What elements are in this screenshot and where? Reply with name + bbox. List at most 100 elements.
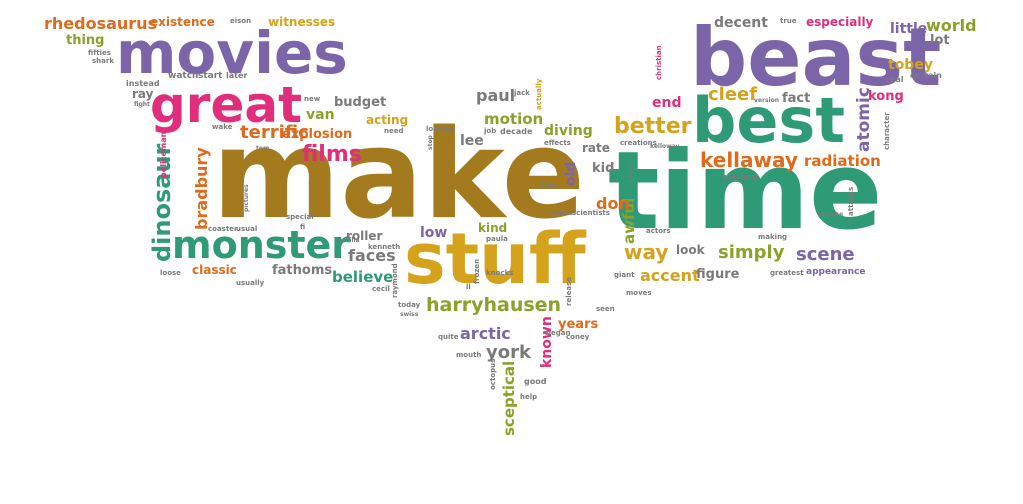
word: new xyxy=(304,95,321,103)
word: roller xyxy=(346,229,383,243)
word: knocks xyxy=(486,269,514,277)
word: bradbury xyxy=(192,147,211,230)
word: rate xyxy=(582,141,610,155)
word: fact xyxy=(782,91,811,106)
word: arctic xyxy=(460,324,511,343)
word: witnesses xyxy=(268,15,336,29)
word: instead xyxy=(126,79,160,88)
word: simply xyxy=(718,242,785,263)
word: king xyxy=(540,181,558,189)
word: attacks xyxy=(847,186,855,216)
word: kellaway xyxy=(700,148,798,172)
word: fifties xyxy=(88,49,111,57)
word: raymond xyxy=(391,263,399,298)
word: eison xyxy=(230,17,252,25)
word: release xyxy=(565,277,573,306)
word: paula xyxy=(486,235,508,243)
word: looking xyxy=(426,125,456,133)
word: world xyxy=(926,16,977,35)
word: faces xyxy=(348,246,396,265)
word: diving xyxy=(544,123,593,139)
word: pictures xyxy=(243,184,250,212)
word: years xyxy=(558,317,599,332)
word: decent xyxy=(714,15,768,31)
word: ray xyxy=(132,87,154,101)
word: thing xyxy=(66,33,105,48)
word: swiss xyxy=(400,311,419,318)
word: existence xyxy=(150,15,215,29)
word: job xyxy=(484,127,497,135)
word: kong xyxy=(868,89,904,104)
word: sceptical xyxy=(500,360,518,436)
word: need xyxy=(384,127,404,135)
word: jack xyxy=(514,89,530,97)
word: believe xyxy=(332,268,394,286)
word: cecil xyxy=(372,285,390,293)
word: appearance xyxy=(806,267,866,277)
word: frozen xyxy=(473,258,481,284)
word: creations xyxy=(620,139,657,147)
word: actually xyxy=(535,78,543,110)
word: known xyxy=(539,316,555,368)
word: beast xyxy=(690,11,942,104)
word: acting xyxy=(366,113,409,127)
word: make xyxy=(212,104,586,247)
word: low xyxy=(420,225,448,241)
word: coney xyxy=(566,333,590,341)
word: decade xyxy=(500,127,533,136)
word: little xyxy=(890,21,928,37)
word: policeman xyxy=(159,131,168,178)
word: real xyxy=(886,75,904,84)
word: usually xyxy=(236,279,265,287)
word: octopus xyxy=(489,358,497,390)
word: rhedosaurus xyxy=(44,14,158,33)
word: character xyxy=(883,112,891,150)
word: loose xyxy=(160,269,181,277)
word: terrific xyxy=(240,122,309,143)
word: harryhausen xyxy=(426,294,562,316)
word: great xyxy=(150,76,303,134)
word: motion xyxy=(484,110,544,128)
word: christian xyxy=(655,45,663,80)
word: classic xyxy=(192,263,237,277)
word: later xyxy=(226,71,248,80)
word: time xyxy=(608,129,883,254)
word: stuff xyxy=(404,218,586,300)
word: van xyxy=(306,107,335,123)
word: end xyxy=(652,95,682,111)
word: paul xyxy=(476,86,516,105)
word: films xyxy=(302,142,362,167)
word: science xyxy=(818,211,844,218)
word: radiation xyxy=(804,152,881,170)
word: best xyxy=(692,84,845,157)
word: watching xyxy=(722,173,759,181)
word: kelloway xyxy=(650,143,680,150)
word: cleef xyxy=(708,84,758,105)
word: start xyxy=(198,71,223,81)
word: explosion xyxy=(282,127,353,142)
word: ll xyxy=(466,283,471,291)
word: today xyxy=(398,301,421,309)
word: version xyxy=(754,97,779,104)
word: budget xyxy=(334,95,387,110)
word: shark xyxy=(92,57,114,65)
word: seen xyxy=(596,305,615,313)
word: fi xyxy=(300,223,306,231)
word: help xyxy=(520,393,538,401)
word: york xyxy=(486,342,531,363)
word: effects xyxy=(544,139,571,147)
word: better xyxy=(614,114,692,139)
word: fight xyxy=(134,101,150,108)
word: good xyxy=(524,377,547,386)
word: kenneth xyxy=(368,243,401,251)
word: tobey xyxy=(888,57,933,73)
word: knew xyxy=(552,209,573,217)
word: lot xyxy=(930,33,950,48)
word: accent xyxy=(640,266,700,285)
word: tom xyxy=(256,145,270,152)
word: giant xyxy=(614,271,635,279)
word: figure xyxy=(696,267,740,282)
word: moves xyxy=(626,289,652,297)
word: began xyxy=(546,329,571,337)
